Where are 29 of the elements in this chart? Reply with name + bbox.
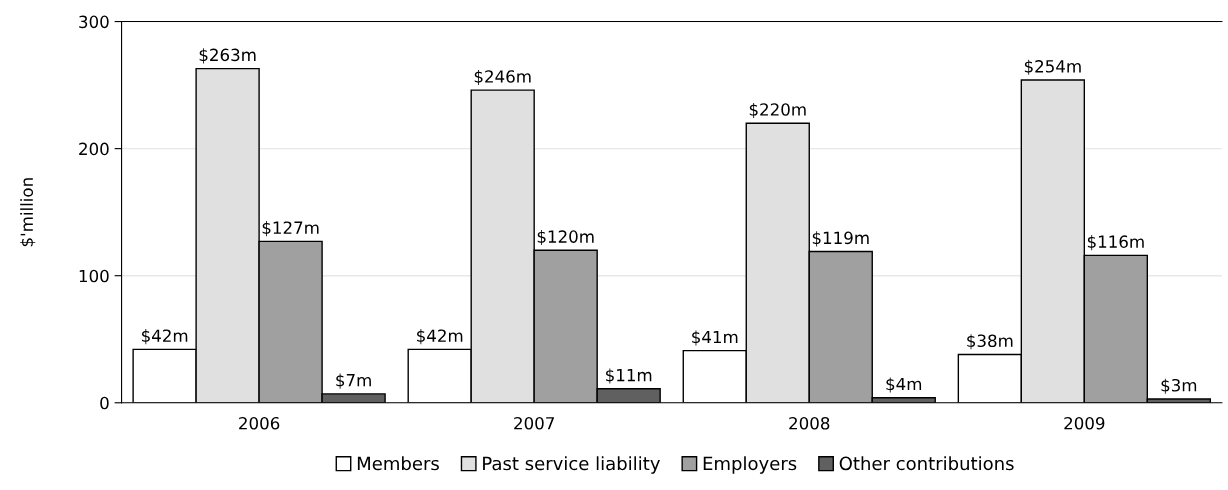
data-label: $120m	[537, 230, 594, 246]
data-label: $263m	[199, 48, 256, 64]
data-label: $127m	[262, 221, 319, 237]
x-tick-label: 2007	[514, 416, 554, 430]
data-label: $116m	[1087, 235, 1144, 251]
legend-label: Members	[357, 456, 439, 471]
data-label: $254m	[1024, 59, 1081, 75]
data-label: $4m	[886, 377, 922, 393]
data-label: $11m	[606, 368, 652, 384]
legend-label: Employers	[703, 456, 797, 474]
x-tick-label: 2006	[239, 416, 280, 430]
y-tick-label: 300	[79, 15, 109, 29]
legend-label: Other contributions	[839, 456, 1014, 471]
data-label: $7m	[336, 373, 371, 389]
data-label: $246m	[474, 69, 531, 85]
data-label: $220m	[749, 102, 806, 119]
data-label: $42m	[417, 329, 463, 345]
y-tick-label: 100	[79, 269, 109, 283]
data-label: $119m	[812, 231, 869, 247]
data-label: $3m	[1161, 378, 1197, 394]
data-label: $38m	[967, 334, 1013, 350]
y-tick-label: 200	[79, 142, 109, 156]
x-tick-label: 2009	[1064, 416, 1105, 430]
data-label: $42m	[141, 329, 188, 345]
y-tick-label: 0	[100, 396, 109, 410]
x-tick-label: 2008	[789, 416, 830, 430]
legend-label: Past service liability	[483, 456, 660, 474]
y-axis-title: $'million	[20, 178, 36, 247]
data-label: $41m	[692, 330, 738, 346]
